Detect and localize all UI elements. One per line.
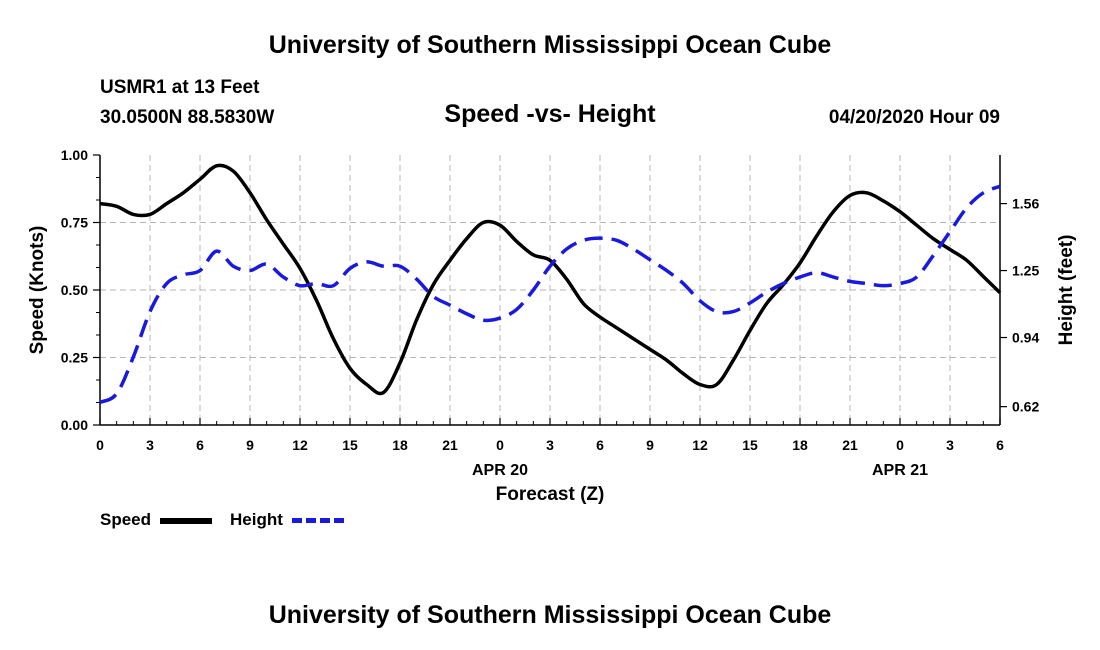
x-tick-label: 6 [196,437,204,453]
y2-tick-label: 0.62 [1012,399,1039,415]
series-line-speed [99,163,1002,396]
station-name: USMR1 at 13 Feet [100,77,260,98]
x-tick-label: 12 [692,437,708,453]
x-tick-label: 6 [596,437,604,453]
x-tick-label: 3 [946,437,954,453]
y2-tick-label: 1.56 [1012,196,1039,212]
x-tick-label: 3 [146,437,154,453]
x-tick-label: 0 [96,437,104,453]
x-tick-label: 12 [292,437,308,453]
forecast-date: 04/20/2020 Hour 09 [828,107,1000,128]
y-tick-label: 0.75 [61,215,88,231]
x-tick-label: 0 [896,437,904,453]
series-line-height [99,184,1001,404]
y-tick-label: 0.00 [61,417,88,433]
x-tick-label: 15 [342,437,358,453]
x-tick-label: 9 [646,437,654,453]
y-axis-title: Speed (Knots) [27,226,48,355]
x-tick-label: 9 [246,437,254,453]
legend-speed-swatch [160,518,212,524]
x-tick-label: 6 [996,437,1004,453]
y-tick-label: 1.00 [61,147,88,163]
station-coordinates: 30.0500N 88.5830W [100,107,275,128]
y2-tick-label: 1.25 [1012,263,1039,279]
x-tick-label: 18 [392,437,408,453]
legend-height-label: Height [230,510,283,529]
x-date-label: APR 20 [472,462,528,479]
chart-subtitle: Speed -vs- Height [444,100,656,128]
x-date-label: APR 21 [872,462,928,479]
page-title: University of Southern Mississippi Ocean… [268,31,832,59]
legend-height-swatch [292,518,344,523]
x-tick-label: 18 [792,437,808,453]
x-tick-label: 15 [742,437,758,453]
x-tick-label: 21 [842,437,858,453]
y2-tick-label: 0.94 [1012,330,1039,346]
x-axis-title: Forecast (Z) [496,484,605,505]
legend-speed-label: Speed [100,510,152,529]
y-tick-label: 0.25 [61,350,88,366]
x-tick-label: 3 [546,437,554,453]
x-tick-label: 21 [442,437,458,453]
y2-axis-title: Height (feet) [1056,235,1077,346]
footer-title: University of Southern Mississippi Ocean… [268,601,832,629]
x-tick-label: 0 [496,437,504,453]
y-tick-label: 0.50 [61,282,88,298]
